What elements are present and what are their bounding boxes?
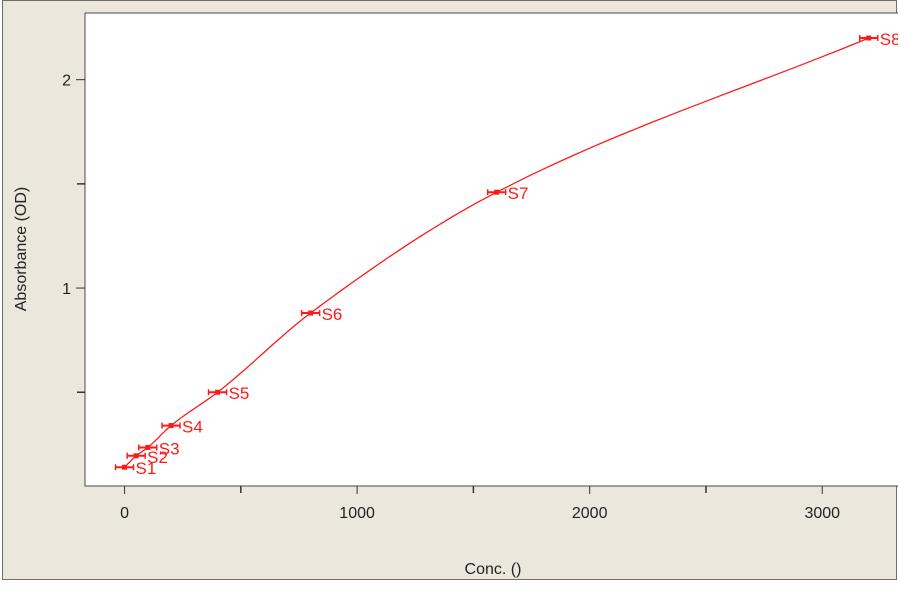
x-tick-label: 0 bbox=[120, 505, 129, 522]
data-point bbox=[866, 35, 872, 41]
data-point bbox=[494, 189, 500, 195]
y-axis-title: Absorbance (OD) bbox=[13, 187, 30, 312]
plot-area bbox=[84, 12, 898, 487]
data-point-label: S2 bbox=[147, 448, 168, 467]
data-point bbox=[215, 389, 221, 395]
x-axis-title: Conc. () bbox=[465, 561, 522, 578]
x-tick-label: 1000 bbox=[339, 505, 375, 522]
axes: 0 1000 2000 3000 1 2 bbox=[62, 73, 840, 522]
y-tick-label: 2 bbox=[62, 73, 71, 90]
data-point-label: S6 bbox=[322, 305, 343, 324]
data-point-label: S1 bbox=[136, 459, 157, 478]
data-point-label: S3 bbox=[159, 439, 180, 458]
y-tick-label: 1 bbox=[62, 281, 71, 298]
data-point-label: S4 bbox=[182, 418, 203, 437]
data-point-label: S8 bbox=[880, 30, 898, 49]
data-point bbox=[122, 464, 128, 470]
data-point bbox=[308, 310, 314, 316]
chart-frame: 0 1000 2000 3000 1 2 Conc. () Absorbance (OD)… bbox=[2, 0, 898, 580]
x-tick-label: 3000 bbox=[804, 505, 840, 522]
x-tick-label: 2000 bbox=[572, 505, 608, 522]
standard-curve-chart: 0 1000 2000 3000 1 2 Conc. () Absorbance (OD)… bbox=[13, 12, 898, 578]
data-point-label: S5 bbox=[229, 384, 250, 403]
data-point bbox=[133, 453, 139, 459]
data-point-label: S7 bbox=[508, 184, 529, 203]
data-point bbox=[168, 423, 174, 429]
data-point bbox=[145, 444, 151, 450]
